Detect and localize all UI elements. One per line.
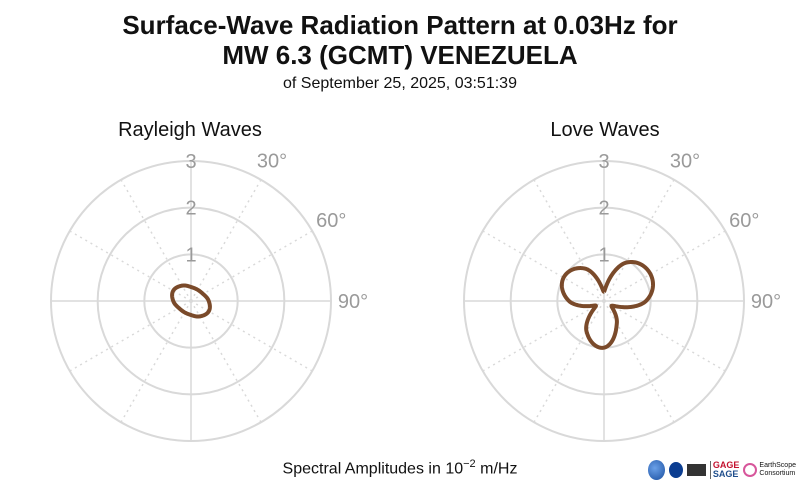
earthscope-ring-icon [743,463,758,477]
footer-unit-exp: −2 [463,458,476,470]
love-spoke-150 [603,300,675,423]
love-spoke-210 [533,300,605,423]
rayleigh-ring-2 [96,206,286,396]
rayleigh-ring-3 [50,160,332,442]
love-spoke-120 [603,300,726,372]
rayleigh-spoke-60 [190,230,313,302]
nsf-logo [648,460,666,480]
love-radial-tick-1: 1 [598,244,609,266]
rayleigh-angle-tick-30: 30° [257,151,287,173]
rayleigh-subtitle: Rayleigh Waves [118,119,262,141]
rayleigh-spoke-150 [190,300,262,423]
chart-title-line1: Surface-Wave Radiation Pattern at 0.03Hz… [122,10,678,40]
earthscope-logo: EarthScope Consortium [743,462,796,478]
rayleigh-radial-tick-1: 1 [185,244,196,266]
rayleigh-ring-1 [143,253,239,349]
love-angle-tick-60: 60° [729,210,759,232]
gage-text: GAGE [712,460,740,470]
rayleigh-radial-tick-3: 3 [185,151,196,173]
chart-title-line2: MW 6.3 (GCMT) VENEZUELA [222,40,578,70]
love-ring-2 [509,206,699,396]
chart-title-line3: of September 25, 2025, 03:51:39 [283,75,517,92]
love-radial-tick-3: 3 [598,151,609,173]
footer-unit-suffix: m/Hz [480,460,518,478]
consortium-text: Consortium [759,470,796,477]
love-radial-tick-2: 2 [598,198,609,220]
footer-caption: Spectral Amplitudes in 10−2 m/Hz [0,452,800,481]
love-spoke-30 [603,179,675,302]
rayleigh-radial-tick-2: 2 [185,198,196,220]
usgs-logo [686,464,706,476]
love-ring-3 [463,160,745,442]
gage-sage-logo: GAGE SAGE [709,460,740,479]
rayleigh-angle-tick-90: 90° [338,291,368,313]
footer-text: Spectral Amplitudes in [282,460,441,478]
love-subtitle: Love Waves [550,119,660,141]
nasa-logo [669,462,683,478]
love-angle-tick-30: 30° [670,151,700,173]
love-spoke-300 [482,230,605,302]
footer-unit-base: 10 [445,460,464,478]
love-spoke-330 [533,179,605,302]
earthscope-text: EarthScope [759,462,796,469]
love-pattern-series-0 [559,259,655,350]
sage-text: SAGE [712,469,739,479]
rayleigh-spoke-30 [190,179,262,302]
love-angle-tick-90: 90° [751,291,781,313]
love-spoke-240 [482,300,605,372]
rayleigh-angle-tick-60: 60° [316,210,346,232]
rayleigh-spoke-240 [69,300,192,372]
rayleigh-pattern-series-0 [170,283,212,319]
rayleigh-spoke-210 [120,300,192,423]
rayleigh-spoke-330 [120,179,192,302]
sponsor-logos: GAGE SAGE EarthScope Consortium [648,452,796,488]
